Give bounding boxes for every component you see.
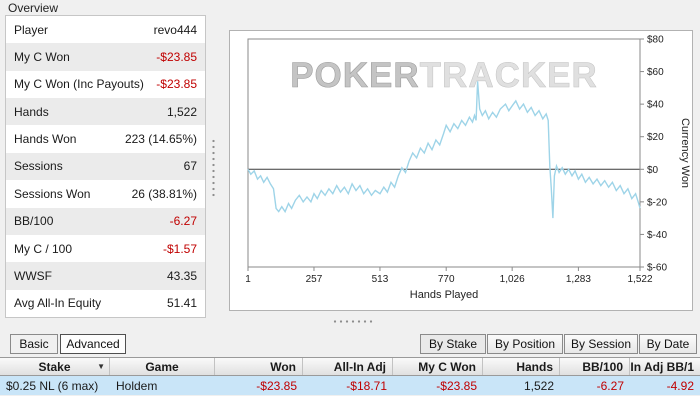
- stat-label: Sessions: [14, 159, 63, 174]
- svg-text:1,522: 1,522: [627, 274, 652, 285]
- vertical-splitter-handle[interactable]: [211, 138, 216, 198]
- stat-value: 51.41: [166, 296, 197, 311]
- svg-text:$-60: $-60: [647, 263, 667, 274]
- svg-text:770: 770: [438, 274, 455, 285]
- stat-label: Hands Won: [14, 132, 77, 147]
- stat-value: 26 (38.81%): [131, 186, 197, 201]
- by-date-button[interactable]: By Date: [639, 334, 697, 354]
- by-stake-button[interactable]: By Stake: [420, 334, 486, 354]
- svg-text:513: 513: [372, 274, 389, 285]
- svg-text:1,026: 1,026: [500, 274, 525, 285]
- stat-label: Sessions Won: [14, 186, 91, 201]
- winnings-graph-panel: POKERTRACKER $80 $60 $40 $20 $0 $-20 $-40 $-60 1 2…: [229, 30, 693, 311]
- stat-label: Avg All-In Equity: [14, 296, 102, 311]
- stat-row-wwsf: WWSF 43.35: [6, 262, 205, 290]
- stat-row-my-c-won: My C Won -$23.85: [6, 43, 205, 71]
- cell-stake: $0.25 NL (6 max): [6, 378, 99, 393]
- svg-text:$0: $0: [647, 165, 659, 176]
- stat-row-hands-won: Hands Won 223 (14.65%): [6, 125, 205, 152]
- cell-my-c-won: -$23.85: [436, 378, 477, 393]
- svg-text:$40: $40: [647, 100, 664, 111]
- stat-label: My C / 100: [14, 241, 73, 256]
- tab-advanced[interactable]: Advanced: [60, 334, 126, 354]
- stat-row-sessions-won: Sessions Won 26 (38.81%): [6, 180, 205, 207]
- column-header-won[interactable]: Won: [215, 358, 303, 375]
- table-empty-area: [0, 396, 700, 413]
- results-table-header: Stake ▼ Game Won All-In Adj My C Won Han…: [0, 357, 700, 376]
- column-header-stake[interactable]: Stake ▼: [0, 358, 110, 375]
- stat-value: -$23.85: [156, 77, 197, 92]
- svg-text:$-20: $-20: [647, 197, 667, 208]
- stat-label: Hands: [14, 104, 49, 119]
- svg-text:$60: $60: [647, 67, 664, 78]
- stat-row-avg-all-in-equity: Avg All-In Equity 51.41: [6, 290, 205, 317]
- overview-stats-panel: Player revo444 My C Won -$23.85 My C Won…: [5, 15, 206, 318]
- stat-value: -$23.85: [156, 50, 197, 65]
- cell-bb-100: -6.27: [596, 378, 624, 393]
- stat-label: My C Won (Inc Payouts): [14, 77, 144, 92]
- stat-value: 43.35: [166, 268, 197, 283]
- tab-basic[interactable]: Basic: [10, 334, 58, 354]
- stat-value: -$1.57: [162, 241, 197, 256]
- stat-value: 67: [183, 159, 197, 174]
- svg-text:1,283: 1,283: [566, 274, 591, 285]
- svg-text:$-40: $-40: [647, 230, 667, 241]
- currency-won-line-chart: POKERTRACKER $80 $60 $40 $20 $0 $-20 $-40 $-60 1 2…: [245, 35, 691, 302]
- svg-text:POKERTRACKER: POKERTRACKER: [290, 56, 598, 95]
- stat-row-bb-100: BB/100 -6.27: [6, 207, 205, 235]
- stat-value: -6.27: [169, 214, 197, 229]
- table-row-stake-025nl[interactable]: $0.25 NL (6 max) Holdem -$23.85 -$18.71 …: [0, 376, 700, 395]
- stat-label: My C Won: [14, 50, 70, 65]
- cell-game: Holdem: [116, 378, 158, 393]
- svg-text:257: 257: [306, 274, 323, 285]
- stat-label: BB/100: [14, 214, 54, 229]
- by-session-button[interactable]: By Session: [564, 334, 638, 354]
- column-header-bb-100[interactable]: BB/100: [560, 358, 630, 375]
- svg-text:Hands Played: Hands Played: [410, 289, 479, 301]
- column-header-my-c-won[interactable]: My C Won: [393, 358, 483, 375]
- by-position-button[interactable]: By Position: [487, 334, 563, 354]
- column-header-all-in-adj[interactable]: All-In Adj: [303, 358, 393, 375]
- stat-row-player: Player revo444: [6, 16, 205, 43]
- stat-row-my-c-won-inc-payouts: My C Won (Inc Payouts) -$23.85: [6, 71, 205, 98]
- sort-dropdown-icon[interactable]: ▼: [97, 362, 105, 371]
- horizontal-splitter-handle[interactable]: [332, 319, 374, 324]
- cell-all-in-adj: -$18.71: [346, 378, 387, 393]
- results-table: Stake ▼ Game Won All-In Adj My C Won Han…: [0, 357, 700, 395]
- stat-value: 223 (14.65%): [124, 132, 197, 147]
- column-header-all-in-adj-bb-100[interactable]: -In Adj BB/1: [630, 359, 694, 374]
- overview-section-title: Overview: [8, 1, 59, 15]
- cell-won: -$23.85: [256, 378, 297, 393]
- stat-value: 1,522: [166, 104, 197, 119]
- stat-value: revo444: [153, 22, 197, 37]
- svg-text:1: 1: [245, 274, 251, 285]
- svg-text:$20: $20: [647, 132, 664, 143]
- svg-text:Currency Won: Currency Won: [679, 118, 691, 188]
- stat-row-hands: Hands 1,522: [6, 98, 205, 126]
- cell-hands: 1,522: [523, 378, 554, 393]
- stat-row-sessions: Sessions 67: [6, 152, 205, 181]
- cell-all-in-adj-bb-100: -4.92: [666, 378, 694, 393]
- column-header-hands[interactable]: Hands: [483, 358, 560, 375]
- column-header-game[interactable]: Game: [110, 358, 215, 375]
- stat-label: Player: [14, 22, 49, 37]
- stat-label: WWSF: [14, 268, 52, 283]
- svg-text:$80: $80: [647, 35, 664, 46]
- stat-row-my-c-100: My C / 100 -$1.57: [6, 235, 205, 262]
